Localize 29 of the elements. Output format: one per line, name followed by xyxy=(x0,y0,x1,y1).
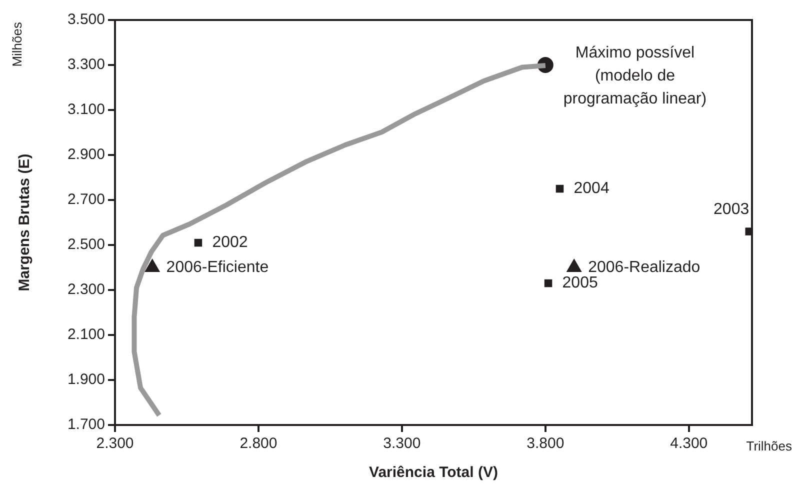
x-tick-label: 4.300 xyxy=(670,435,708,452)
annotation: 2002 xyxy=(212,234,248,252)
annotation: 2003 xyxy=(714,200,750,218)
y-axis-title: Margens Brutas (E) xyxy=(16,154,34,292)
y-tick-label: 2.700 xyxy=(67,191,105,208)
y-tick-label: 1.900 xyxy=(67,371,105,388)
text: Trilhões xyxy=(746,438,792,454)
x-tick-label: 2.800 xyxy=(240,435,278,452)
y-tick-label: 2.300 xyxy=(67,281,105,298)
annotation: 2004 xyxy=(574,180,610,198)
x-axis-title: Variência Total (V) xyxy=(369,464,498,482)
x-tick-label: 3.300 xyxy=(383,435,421,452)
point xyxy=(544,279,552,288)
annotation: Máximo possível (modelo de programação linear) xyxy=(563,44,707,108)
y-tick-label: 2.900 xyxy=(67,146,105,164)
x-tick-label: 2.300 xyxy=(96,435,134,452)
point xyxy=(556,184,564,193)
y-tick-label: 2.500 xyxy=(67,236,105,254)
y-tick-label: 2.100 xyxy=(67,326,105,344)
y-tick-label: 3.100 xyxy=(67,101,105,118)
annotation: 2006-Eficiente xyxy=(166,258,269,276)
x-tick-label: 3.800 xyxy=(526,435,564,452)
annotation: 2006-Realizado xyxy=(588,258,700,276)
y-tick-label: 1.700 xyxy=(67,416,105,434)
text: Milhões xyxy=(10,22,25,67)
annotation: 2005 xyxy=(562,274,598,292)
y-tick-label: 3.500 xyxy=(67,11,105,28)
point xyxy=(194,238,202,247)
y-tick-label: 3.300 xyxy=(67,56,105,74)
